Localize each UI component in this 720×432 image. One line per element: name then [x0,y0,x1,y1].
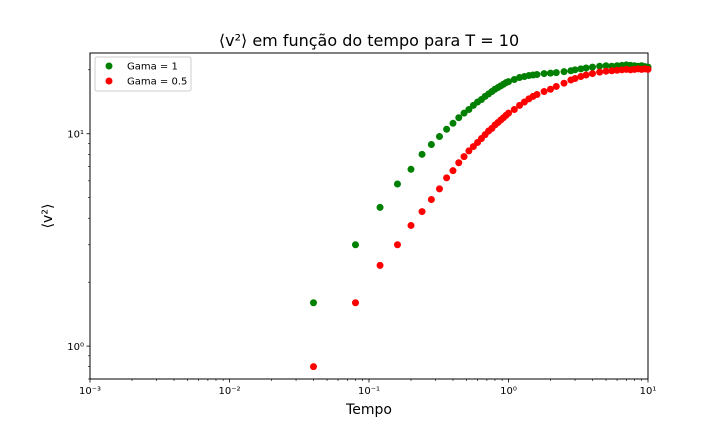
data-point-gama-0-5 [540,88,548,96]
data-point-gama-0-5 [552,82,560,90]
legend-box [94,56,192,92]
points-layer [309,61,652,371]
data-point-gama-0-5 [571,75,579,83]
data-point-gama-0-5 [588,70,596,78]
legend-label-gama-1: Gama = 1 [127,62,178,73]
data-point-gama-0-5 [449,167,457,175]
y-tick-label: 10⁰ [67,342,84,353]
data-point-gama-1 [443,125,451,133]
data-point-gama-1 [376,203,384,211]
data-point-gama-0-5 [510,106,518,114]
data-point-gama-0-5 [351,299,359,307]
data-point-gama-1 [435,133,443,141]
data-point-gama-0-5 [644,65,652,73]
data-point-gama-1 [407,165,415,173]
data-point-gama-1 [577,65,585,73]
data-point-gama-1 [533,71,541,79]
data-point-gama-0-5 [376,261,384,269]
x-tick-label: 10⁻¹ [358,386,380,397]
data-point-gama-1 [393,180,401,188]
data-point-gama-1 [351,241,359,249]
data-point-gama-0-5 [560,79,568,87]
data-point-gama-1 [602,62,610,70]
data-point-gama-1 [449,119,457,127]
plot-frame [89,52,649,380]
data-point-gama-1 [582,64,590,72]
data-point-gama-1 [460,109,468,117]
data-point-gama-0-5 [608,67,616,75]
data-point-gama-0-5 [393,241,401,249]
data-point-gama-1 [427,140,435,148]
y-axis-ticks: 10⁰ 10¹ [67,69,90,380]
data-point-gama-1 [465,106,473,114]
chart-title: ⟨v²⟩ em função do tempo para T = 10 [219,31,519,50]
data-point-gama-1 [571,66,579,74]
data-point-gama-0-5 [443,174,451,182]
data-point-gama-1 [455,114,463,122]
data-point-gama-1 [552,69,560,77]
data-point-gama-0-5 [455,159,463,167]
data-point-gama-0-5 [533,91,541,99]
x-tick-label: 10⁻³ [79,386,101,397]
y-axis-label: ⟨v²⟩ [40,204,56,229]
data-point-gama-1 [510,76,518,84]
data-point-gama-0-5 [577,73,585,81]
data-point-gama-0-5 [596,68,604,76]
data-point-gama-1 [546,69,554,77]
data-point-gama-1 [596,62,604,70]
data-point-gama-0-5 [427,196,435,204]
y-tick-label: 10¹ [67,130,84,141]
x-tick-label: 10⁰ [500,386,517,397]
x-tick-label: 10¹ [640,386,657,397]
data-point-gama-1 [309,299,317,307]
data-point-gama-0-5 [460,153,468,161]
x-axis-ticks: 10⁻³ 10⁻² 10⁻¹ 10⁰ 10¹ [79,379,656,397]
data-point-gama-0-5 [546,85,554,93]
data-point-gama-0-5 [309,363,317,371]
legend-marker-gama-0-5 [105,77,113,85]
data-point-gama-0-5 [582,71,590,79]
legend-marker-gama-1 [105,62,113,70]
data-point-gama-0-5 [435,185,443,193]
data-point-gama-0-5 [418,208,426,216]
data-point-gama-1 [505,78,512,86]
legend: Gama = 1 Gama = 0.5 [94,56,192,92]
data-point-gama-1 [418,150,426,158]
data-point-gama-1 [588,63,596,71]
x-tick-label: 10⁻² [218,386,240,397]
x-axis-label: Tempo [345,402,392,418]
data-point-gama-0-5 [602,67,610,75]
data-point-gama-1 [560,68,568,76]
data-point-gama-0-5 [505,109,512,117]
data-point-gama-1 [540,70,548,78]
data-point-gama-0-5 [407,221,415,229]
legend-label-gama-0-5: Gama = 0.5 [127,77,187,88]
data-point-gama-0-5 [465,147,473,155]
plot-area [89,52,652,380]
